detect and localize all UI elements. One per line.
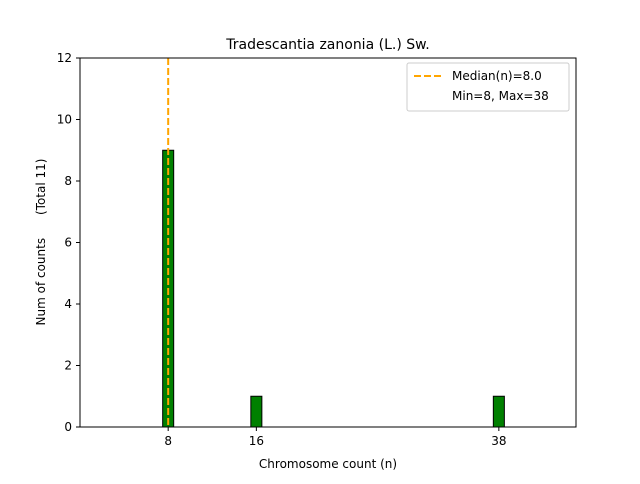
y-tick-label-0: 0 (64, 420, 72, 434)
chart-title: Tradescantia zanonia (L.) Sw. (225, 37, 429, 53)
x-tick-label-8: 8 (164, 434, 172, 448)
bar-16 (251, 396, 262, 427)
legend-median-label: Median(n)=8.0 (452, 69, 542, 83)
y-tick-label-6: 6 (64, 236, 72, 250)
y-tick-label-10: 10 (57, 113, 72, 127)
x-axis-label: Chromosome count (n) (259, 457, 397, 471)
legend-minmax-label: Min=8, Max=38 (452, 89, 549, 103)
x-tick-label-16: 16 (249, 434, 264, 448)
bar-38 (493, 396, 504, 427)
y-tick-label-2: 2 (64, 359, 72, 373)
y-axis-label: Num of counts (Total 11) (34, 159, 48, 326)
x-tick-label-38: 38 (491, 434, 506, 448)
y-tick-label-12: 12 (57, 51, 72, 65)
y-tick-label-4: 4 (64, 297, 72, 311)
y-tick-label-8: 8 (64, 174, 72, 188)
axes-frame (80, 58, 576, 427)
legend: Median(n)=8.0 Min=8, Max=38 (407, 63, 569, 111)
